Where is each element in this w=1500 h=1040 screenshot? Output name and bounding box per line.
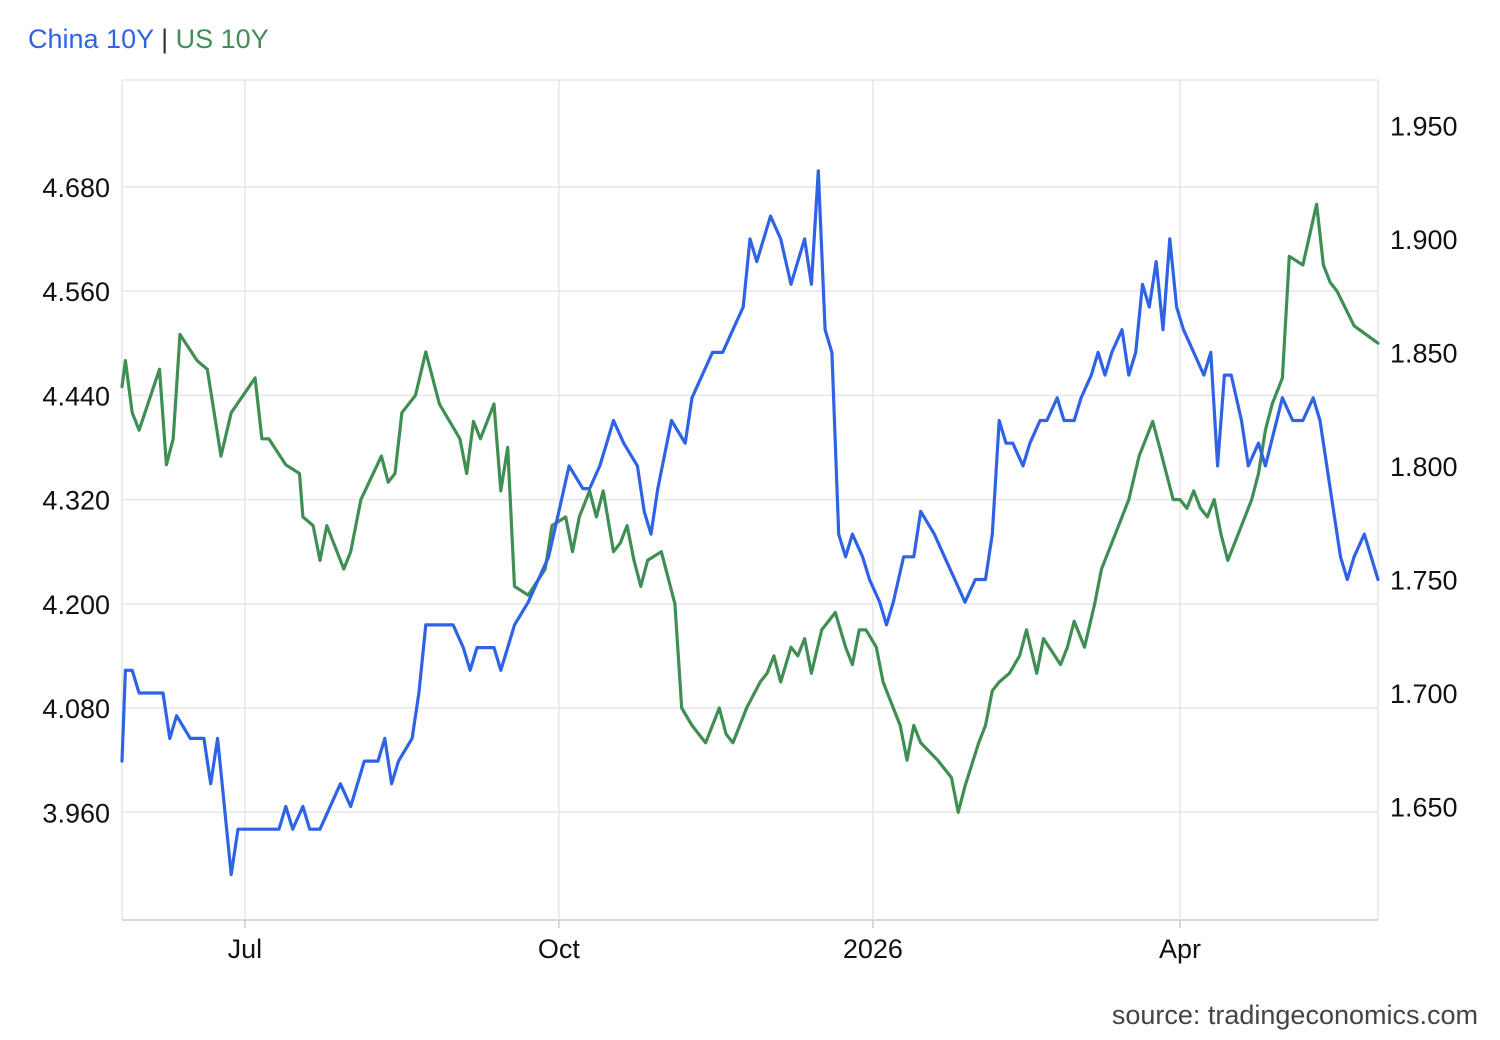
china-10y-line — [120, 169, 1380, 877]
chart-legend: China 10Y | US 10Y — [28, 24, 269, 55]
series-lines — [120, 169, 1380, 877]
y-right-tick-label: 1.950 — [1390, 111, 1458, 141]
y-right-tick-label: 1.800 — [1390, 452, 1458, 482]
y-left-tick-label: 4.080 — [42, 694, 110, 724]
x-tick-label: 2026 — [843, 934, 903, 964]
y-right-tick-label: 1.700 — [1390, 679, 1458, 709]
legend-separator: | — [161, 24, 169, 54]
legend-us-10y[interactable]: US 10Y — [175, 24, 269, 54]
x-tick-label: Oct — [538, 934, 581, 964]
x-tick-label: Jul — [228, 934, 263, 964]
y-left-tick-label: 4.200 — [42, 590, 110, 620]
us-10y-line — [120, 202, 1380, 814]
source-credit: source: tradingeconomics.com — [1111, 1000, 1478, 1030]
y-axis-right: 1.650 1.700 1.750 1.800 1.850 1.900 1.950 — [1390, 111, 1458, 822]
x-axis-ticks: Jul Oct 2026 Apr — [228, 920, 1201, 964]
y-left-tick-label: 4.440 — [42, 381, 110, 411]
y-left-tick-label: 4.560 — [42, 277, 110, 307]
yield-chart: Jul Oct 2026 Apr 3.960 4.080 4.200 4.320 4.440 4… — [42, 79, 1458, 964]
y-right-tick-label: 1.750 — [1390, 565, 1458, 595]
y-right-tick-label: 1.850 — [1390, 338, 1458, 368]
y-axis-left: 3.960 4.080 4.200 4.320 4.440 4.560 4.680 — [42, 173, 110, 828]
y-right-tick-label: 1.650 — [1390, 792, 1458, 822]
legend-china-10y[interactable]: China 10Y — [28, 24, 154, 54]
y-left-tick-label: 4.680 — [42, 173, 110, 203]
grid-lines — [121, 79, 1379, 921]
x-tick-label: Apr — [1159, 934, 1201, 964]
y-left-tick-label: 4.320 — [42, 486, 110, 516]
y-left-tick-label: 3.960 — [42, 798, 110, 828]
y-right-tick-label: 1.900 — [1390, 225, 1458, 255]
